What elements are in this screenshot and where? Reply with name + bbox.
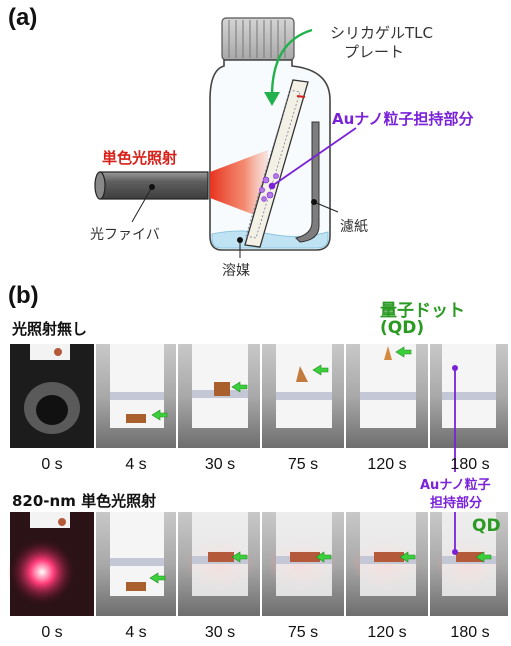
filter-paper (295, 121, 320, 243)
photo-r2-120s (346, 512, 428, 616)
time-r1-3: 75 s (287, 456, 319, 473)
time-r2-1: 4 s (125, 624, 147, 641)
arrow-r2-180s (475, 551, 492, 563)
time-r1-1: 4 s (125, 456, 147, 473)
photo-r2-4s (96, 512, 176, 616)
photo-row-2 (8, 512, 508, 616)
time-r2-0: 0 s (41, 624, 63, 641)
tlc-label-2: プレート (344, 43, 405, 61)
photo-r2-0s (8, 512, 94, 616)
time-r1-2: 30 s (204, 456, 236, 473)
fiber-leader-line (131, 186, 153, 223)
panel-b-label: (b) (8, 282, 39, 309)
row2-title: 820-nm 単色光照射 (12, 492, 157, 510)
grid-au-label-1: Auナノ粒子 (420, 478, 491, 493)
filter-label: 濾紙 (340, 219, 368, 235)
photo-r1-75s (262, 344, 344, 448)
arrow-r1-120s (395, 346, 412, 358)
green-arrows (149, 346, 492, 584)
photo-grid (8, 344, 508, 616)
light-label: 単色光照射 (102, 149, 178, 167)
photo-r1-30s (178, 344, 260, 448)
photo-r1-0s (10, 344, 94, 448)
photo-r1-180s (430, 344, 508, 448)
arrow-r1-75s (312, 364, 329, 376)
arrow-r1-4s (151, 409, 168, 421)
qd-label-1: 量子ドット (380, 301, 465, 321)
au-label-backdrop (416, 472, 510, 512)
au-leader-line (271, 127, 357, 187)
solvent-label: 溶媒 (222, 263, 250, 279)
green-arrow-head (264, 92, 280, 106)
bottle-cap (221, 17, 295, 61)
tlc-plate (244, 79, 309, 248)
filter-leader-line (313, 201, 339, 213)
arrow-r2-4s (149, 572, 166, 584)
time-r1-4: 120 s (367, 456, 407, 473)
setup-diagram (94, 17, 357, 258)
grid-au-label-2: 担持部分 (430, 496, 483, 511)
green-arrow (270, 28, 313, 97)
time-r2-4: 120 s (367, 624, 407, 641)
qd-label-2: (QD) (380, 318, 425, 338)
time-r2-5: 180 s (450, 624, 490, 641)
photo-row-1 (10, 344, 508, 448)
arrow-r2-120s (399, 551, 416, 563)
au-label: Auナノ粒子担持部分 (332, 110, 474, 128)
light-beam (210, 150, 268, 220)
time-r1-5: 180 s (450, 456, 490, 473)
photo-r2-180s (430, 512, 508, 616)
row1-title: 光照射無し (12, 320, 88, 338)
au-connector (452, 365, 458, 555)
time-r1-0: 0 s (41, 456, 63, 473)
photo-r2-75s (262, 512, 344, 616)
time-r2-3: 75 s (287, 624, 319, 641)
photo-r1-4s (96, 344, 176, 448)
time-r2-2: 30 s (204, 624, 236, 641)
qd-short-label: QD (472, 516, 501, 536)
arrow-r2-75s (315, 551, 332, 563)
arrow-r2-30s (231, 551, 248, 563)
photo-r2-30s (178, 512, 260, 616)
photo-r1-120s (346, 344, 428, 448)
tlc-label-1: シリカゲルTLC (330, 24, 433, 42)
panel-a-label: (a) (8, 4, 38, 31)
fiber-label: 光ファイバ (90, 227, 160, 243)
arrow-r1-30s (231, 381, 248, 393)
